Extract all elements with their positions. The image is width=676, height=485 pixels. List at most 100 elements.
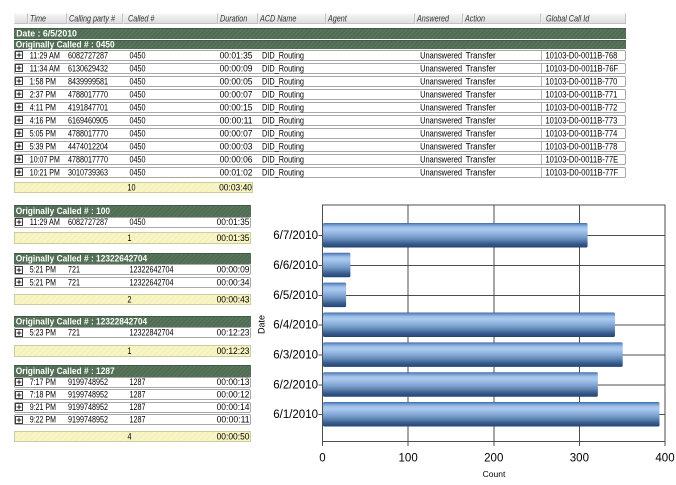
svg-text:10:07 PM: 10:07 PM [30,154,60,164]
svg-text:00:00:13: 00:00:13 [217,377,250,387]
svg-text:6082727287: 6082727287 [68,50,108,60]
svg-text:4788017770: 4788017770 [68,154,108,164]
svg-text:10103-D0-0011B-778: 10103-D0-0011B-778 [546,141,618,151]
svg-text:00:00:09: 00:00:09 [220,63,253,73]
svg-text:10103-D0-0011B-773: 10103-D0-0011B-773 [546,115,618,125]
svg-text:Originally Called # : 12322842: Originally Called # : 12322842704 [16,316,148,327]
svg-text:00:00:07: 00:00:07 [220,89,253,99]
svg-text:6/6/2010: 6/6/2010 [273,260,318,272]
svg-text:Transfer: Transfer [466,141,496,151]
svg-text:5:05 PM: 5:05 PM [30,128,56,138]
svg-text:Transfer: Transfer [466,89,496,99]
svg-text:0450: 0450 [130,141,146,151]
svg-text:0450: 0450 [130,115,146,125]
svg-text:1287: 1287 [130,415,146,425]
svg-text:DID_Routing: DID_Routing [262,128,304,138]
svg-text:00:12:23: 00:12:23 [217,328,250,338]
svg-text:Unanswered: Unanswered [420,63,462,73]
svg-text:00:00:07: 00:00:07 [220,128,253,138]
svg-text:7:17 PM: 7:17 PM [30,377,56,387]
svg-text:6/2/2010: 6/2/2010 [273,379,318,391]
svg-text:0450: 0450 [130,102,146,112]
svg-text:5:23 PM: 5:23 PM [30,328,56,338]
svg-text:00:03:40: 00:03:40 [219,182,252,192]
svg-text:6/1/2010: 6/1/2010 [273,409,318,421]
svg-text:9199748952: 9199748952 [68,415,108,425]
svg-text:00:00:09: 00:00:09 [217,265,250,275]
svg-text:Duration: Duration [220,13,247,23]
svg-text:10:21 PM: 10:21 PM [30,167,60,177]
svg-text:11:29 AM: 11:29 AM [30,50,60,60]
svg-text:Transfer: Transfer [466,154,496,164]
svg-text:Originally Called # : 0450: Originally Called # : 0450 [16,40,115,51]
svg-text:6169460905: 6169460905 [68,115,108,125]
svg-text:Unanswered: Unanswered [420,76,462,86]
svg-text:Transfer: Transfer [466,102,496,112]
svg-text:Answered: Answered [416,13,450,23]
svg-text:00:00:06: 00:00:06 [220,154,253,164]
svg-text:6/7/2010: 6/7/2010 [273,230,318,242]
svg-text:Transfer: Transfer [466,167,496,177]
svg-text:4788017770: 4788017770 [68,89,108,99]
svg-text:10103-D0-0011B-771: 10103-D0-0011B-771 [546,89,618,99]
svg-text:Time: Time [30,13,46,23]
svg-text:00:01:35: 00:01:35 [220,50,253,60]
svg-text:Action: Action [464,13,485,23]
svg-text:4191847701: 4191847701 [68,102,108,112]
svg-text:9:22 PM: 9:22 PM [30,415,56,425]
svg-text:4:11 PM: 4:11 PM [30,102,56,112]
svg-text:DID_Routing: DID_Routing [262,115,304,125]
svg-text:DID_Routing: DID_Routing [262,76,304,86]
svg-text:0450: 0450 [130,63,146,73]
svg-text:10: 10 [128,182,136,192]
svg-text:6/3/2010: 6/3/2010 [273,350,318,362]
svg-text:10103-D0-0011B-770: 10103-D0-0011B-770 [546,76,618,86]
svg-text:00:00:03: 00:00:03 [220,141,253,151]
svg-text:4474012204: 4474012204 [68,141,108,151]
svg-text:Originally Called # : 1287: Originally Called # : 1287 [16,366,115,377]
svg-text:Transfer: Transfer [466,50,496,60]
svg-text:Transfer: Transfer [466,115,496,125]
svg-text:00:00:12: 00:00:12 [217,390,250,400]
svg-text:1287: 1287 [130,390,146,400]
svg-text:DID_Routing: DID_Routing [262,50,304,60]
svg-text:00:00:50: 00:00:50 [217,431,250,441]
svg-text:10103-D0-0011B-76F: 10103-D0-0011B-76F [546,63,619,73]
svg-text:Unanswered: Unanswered [420,50,462,60]
svg-text:Originally Called # : 12322642: Originally Called # : 12322642704 [16,253,148,264]
svg-text:ACD Name: ACD Name [259,13,296,23]
svg-text:00:12:23: 00:12:23 [217,346,250,356]
svg-text:2:37 PM: 2:37 PM [30,89,56,99]
svg-text:11:29 AM: 11:29 AM [30,217,60,227]
svg-text:300: 300 [570,452,589,464]
svg-text:Global Call Id: Global Call Id [546,13,590,23]
svg-text:Unanswered: Unanswered [420,89,462,99]
svg-text:6082727287: 6082727287 [68,217,108,227]
svg-text:6130629432: 6130629432 [68,63,108,73]
svg-text:10103-D0-0011B-772: 10103-D0-0011B-772 [546,102,618,112]
svg-text:6/4/2010: 6/4/2010 [273,320,318,332]
svg-text:4788017770: 4788017770 [68,128,108,138]
svg-text:Date : 6/5/2010: Date : 6/5/2010 [16,28,77,39]
svg-text:10103-D0-0011B-77F: 10103-D0-0011B-77F [546,167,619,177]
svg-text:Unanswered: Unanswered [420,102,462,112]
svg-text:Unanswered: Unanswered [420,115,462,125]
svg-text:12322642704: 12322642704 [130,277,174,287]
svg-text:721: 721 [68,265,80,275]
svg-text:7:18 PM: 7:18 PM [30,390,56,400]
svg-text:DID_Routing: DID_Routing [262,167,304,177]
svg-text:00:00:34: 00:00:34 [217,277,250,287]
svg-text:0450: 0450 [130,76,146,86]
svg-text:5:39 PM: 5:39 PM [30,141,56,151]
svg-text:DID_Routing: DID_Routing [262,63,304,73]
svg-text:Unanswered: Unanswered [420,154,462,164]
svg-text:1287: 1287 [130,377,146,387]
svg-text:10103-D0-0011B-768: 10103-D0-0011B-768 [546,50,618,60]
svg-text:DID_Routing: DID_Routing [262,89,304,99]
svg-text:Transfer: Transfer [466,63,496,73]
svg-text:4: 4 [128,431,132,441]
svg-text:11:34 AM: 11:34 AM [30,63,60,73]
svg-text:Originally Called # : 100: Originally Called # : 100 [16,206,110,217]
svg-text:Called #: Called # [128,13,155,23]
svg-text:9199748952: 9199748952 [68,402,108,412]
